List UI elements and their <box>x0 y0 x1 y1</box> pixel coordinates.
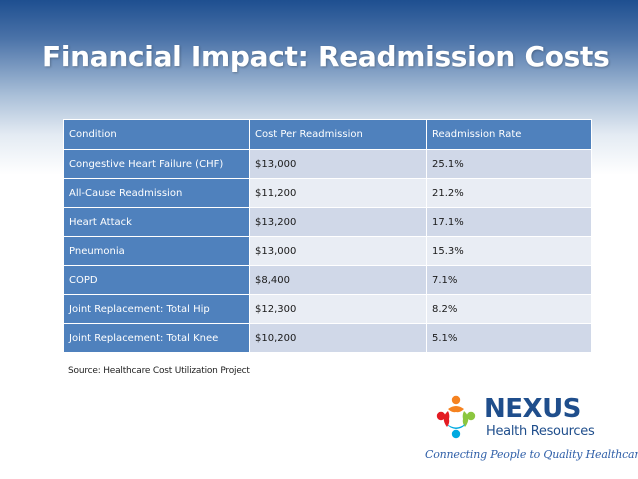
readmission-costs-table: Condition Cost Per Readmission Readmissi… <box>63 119 592 353</box>
brand-subtitle: Health Resources <box>486 424 595 439</box>
brand-tagline: Connecting People to Quality Healthcare <box>425 448 638 461</box>
rate-cell: 7.1% <box>426 265 592 295</box>
rate-cell: 5.1% <box>426 323 592 353</box>
cost-cell: $13,200 <box>249 207 427 237</box>
table-row: All-Cause Readmission $11,200 21.2% <box>63 178 592 208</box>
condition-cell: Pneumonia <box>63 236 250 266</box>
condition-cell: All-Cause Readmission <box>63 178 250 208</box>
rate-cell: 25.1% <box>426 149 592 179</box>
slide-title: Financial Impact: Readmission Costs <box>42 40 610 73</box>
cost-cell: $8,400 <box>249 265 427 295</box>
table-row: Joint Replacement: Total Hip $12,300 8.2… <box>63 294 592 324</box>
rate-cell: 15.3% <box>426 236 592 266</box>
people-circle-logo-icon <box>436 395 476 439</box>
condition-cell: COPD <box>63 265 250 295</box>
table-row: Congestive Heart Failure (CHF) $13,000 2… <box>63 149 592 179</box>
table-row: Joint Replacement: Total Knee $10,200 5.… <box>63 323 592 353</box>
source-note: Source: Healthcare Cost Utilization Proj… <box>68 366 250 376</box>
cost-cell: $10,200 <box>249 323 427 353</box>
brand-name: NEXUS <box>484 394 581 424</box>
table-row: Heart Attack $13,200 17.1% <box>63 207 592 237</box>
header-rate: Readmission Rate <box>426 119 592 150</box>
cost-cell: $12,300 <box>249 294 427 324</box>
condition-cell: Joint Replacement: Total Hip <box>63 294 250 324</box>
cost-cell: $13,000 <box>249 236 427 266</box>
cost-cell: $13,000 <box>249 149 427 179</box>
table-header-row: Condition Cost Per Readmission Readmissi… <box>63 119 592 150</box>
condition-cell: Joint Replacement: Total Knee <box>63 323 250 353</box>
rate-cell: 17.1% <box>426 207 592 237</box>
header-condition: Condition <box>63 119 250 150</box>
condition-cell: Heart Attack <box>63 207 250 237</box>
condition-cell: Congestive Heart Failure (CHF) <box>63 149 250 179</box>
nexus-logo: NEXUS Health Resources Connecting People… <box>420 392 638 472</box>
rate-cell: 8.2% <box>426 294 592 324</box>
table-row: COPD $8,400 7.1% <box>63 265 592 295</box>
rate-cell: 21.2% <box>426 178 592 208</box>
table-row: Pneumonia $13,000 15.3% <box>63 236 592 266</box>
header-cost: Cost Per Readmission <box>249 119 427 150</box>
cost-cell: $11,200 <box>249 178 427 208</box>
